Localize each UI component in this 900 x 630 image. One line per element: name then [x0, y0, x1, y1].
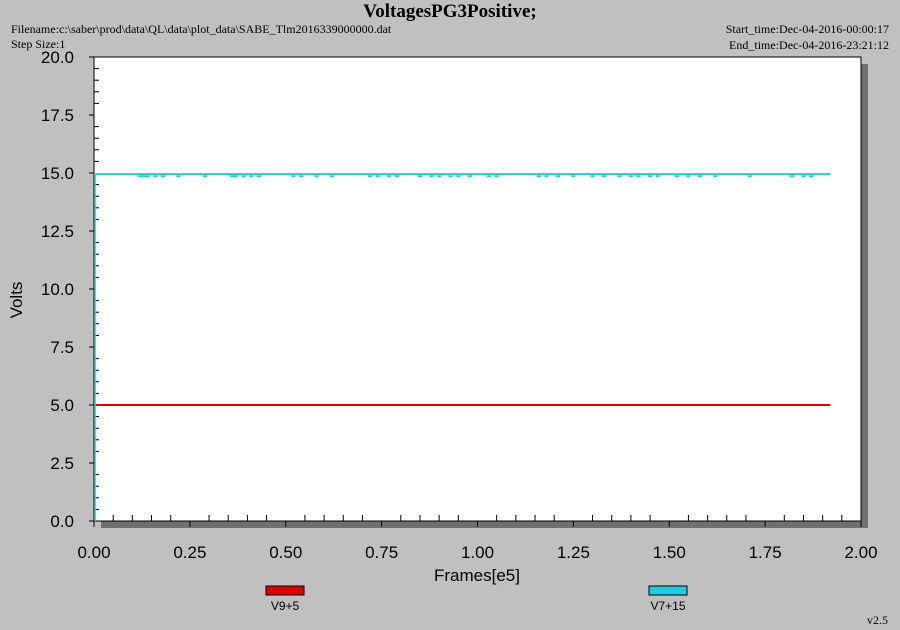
y-tick-label: 20.0 [41, 48, 74, 67]
labels-layer: 0.0 2.5 5.0 7.5 10.0 12.5 15.0 17.5 20.0 0.00 0.25… [41, 48, 878, 562]
y-tick-label: 5.0 [50, 396, 74, 415]
x-tick-label: 0.75 [365, 543, 398, 562]
x-tick-label: 1.25 [557, 543, 590, 562]
legend-swatch [648, 585, 688, 596]
x-axis-label: Frames[e5] [434, 566, 520, 585]
series-dropout-point [375, 175, 380, 178]
x-tick-label: 1.00 [461, 543, 494, 562]
series-dropout-point [314, 175, 319, 178]
series-dropout-point [590, 175, 595, 178]
series-dropout-point [394, 175, 399, 178]
series-dropout-point [329, 175, 334, 178]
series-dropout-point [747, 175, 752, 178]
series-dropout-point [697, 175, 702, 178]
end-time-label: End_time:Dec-04-2016-23:21:12 [729, 38, 889, 52]
series-dropout-point [628, 175, 633, 178]
series-dropout-point [809, 175, 814, 178]
series-dropout-point [429, 175, 434, 178]
y-tick-label: 0.0 [50, 512, 74, 531]
plot-area [93, 56, 862, 522]
start-time-label: Start_time:Dec-04-2016-00:00:17 [725, 22, 889, 36]
series-dropout-point [636, 175, 641, 178]
series-dropout-point [648, 175, 653, 178]
series-dropout-point [544, 175, 549, 178]
filename-label: Filename:c:\saber\prod\data\QL\data\plot… [11, 22, 392, 36]
step-size-label: Step Size:1 [11, 37, 66, 51]
series-dropout-point [256, 175, 261, 178]
chart-title: VoltagesPG3Positive; [363, 1, 537, 22]
series-dropout-point [368, 175, 373, 178]
y-tick-label: 2.5 [50, 454, 74, 473]
series-layer [94, 173, 831, 521]
series-dropout-point [571, 175, 576, 178]
x-tick-label: 1.75 [749, 543, 782, 562]
series-dropout-point [556, 175, 561, 178]
series-dropout-point [617, 175, 622, 178]
series-dropout-point [203, 175, 208, 178]
version-label: v2.5 [867, 613, 888, 627]
series-dropout-point [299, 175, 304, 178]
y-tick-label: 12.5 [41, 222, 74, 241]
y-tick-label: 17.5 [41, 106, 74, 125]
series-dropout-point [145, 175, 150, 178]
series-dropout-point [241, 175, 246, 178]
series-dropout-point [467, 175, 472, 178]
legend-label: V9+5 [271, 599, 300, 613]
series-dropout-point [387, 175, 392, 178]
series-dropout-point [161, 175, 166, 178]
series-dropout-point [437, 175, 442, 178]
series-dropout-point [789, 175, 794, 178]
series-dropout-point [176, 175, 181, 178]
y-tick-label: 15.0 [41, 164, 74, 183]
series-dropout-point [713, 175, 718, 178]
series-dropout-point [141, 175, 146, 178]
y-axis-label: Volts [7, 282, 26, 319]
series-dropout-point [686, 175, 691, 178]
x-tick-label: 0.50 [269, 543, 302, 562]
series-dropout-point [448, 175, 453, 178]
series-dropout-point [138, 175, 143, 178]
series-dropout-point [230, 175, 235, 178]
y-tick-label: 7.5 [50, 338, 74, 357]
legend-label: V7+15 [650, 599, 685, 613]
y-tick-label: 10.0 [41, 280, 74, 299]
series-dropout-point [602, 175, 607, 178]
series-dropout-point [487, 175, 492, 178]
series-dropout-point [801, 175, 806, 178]
legend: V9+5 V7+15 [265, 585, 688, 613]
x-tick-label: 0.25 [173, 543, 206, 562]
legend-swatch [265, 585, 305, 596]
series-dropout-point [249, 175, 254, 178]
series-dropout-point [456, 175, 461, 178]
x-tick-label: 0.00 [77, 543, 110, 562]
series-dropout-point [233, 175, 238, 178]
series-dropout-point [417, 175, 422, 178]
series-dropout-point [494, 175, 499, 178]
x-tick-label: 2.00 [844, 543, 877, 562]
series-dropout-point [536, 175, 541, 178]
series-dropout-point [153, 175, 158, 178]
series-dropout-point [655, 175, 660, 178]
series-dropout-point [674, 175, 679, 178]
x-tick-label: 1.50 [653, 543, 686, 562]
series-dropout-point [291, 175, 296, 178]
